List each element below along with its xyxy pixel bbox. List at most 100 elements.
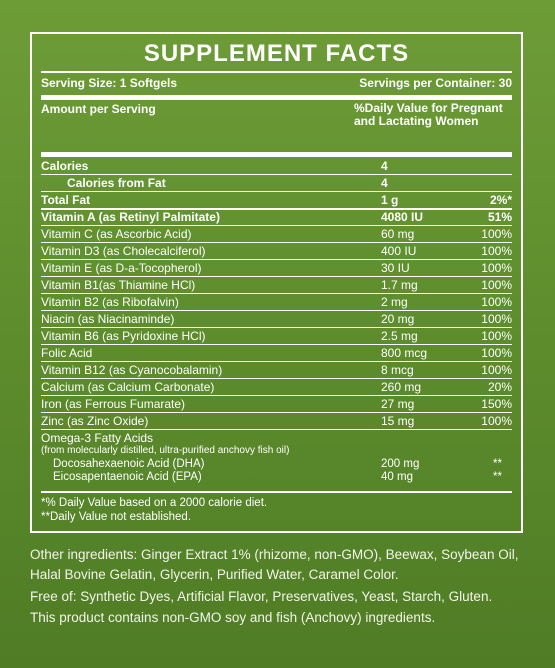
nutrient-amount: 20 mg: [381, 312, 415, 326]
nutrient-amount: 400 IU: [381, 244, 417, 258]
nutrient-daily-value: 100%: [481, 227, 512, 241]
header-row: Amount per Serving %Daily Value for Preg…: [41, 102, 512, 152]
omega-item-amount: 40 mg: [381, 471, 413, 483]
nutrient-row: Vitamin C (as Ascorbic Acid) 60 mg 100%: [41, 226, 512, 243]
nutrient-amount: 800 mcg: [381, 346, 428, 360]
servings-per-container: Servings per Container: 30: [359, 76, 512, 90]
nutrient-daily-value: 100%: [481, 244, 512, 258]
nutrient-amount: 4080 IU: [381, 210, 424, 224]
omega-item-daily-value: **: [493, 458, 502, 470]
omega-item-name: Eicosapentaenoic Acid (EPA): [53, 471, 202, 483]
nutrient-name: Vitamin B2 (as Ribofalvin): [41, 295, 179, 309]
header-rule: [41, 152, 512, 157]
other-ingredients: Other ingredients: Ginger Extract 1% (rh…: [30, 547, 519, 582]
nutrient-name: Vitamin E (as D-a-Tocopherol): [41, 261, 202, 275]
nutrient-row: Vitamin B12 (as Cyanocobalamin) 8 mcg 100%: [41, 362, 512, 379]
row-divider: [41, 191, 512, 192]
nutrient-daily-value: 100%: [481, 312, 512, 326]
serving-row: Serving Size: 1 Softgels Servings per Co…: [41, 76, 512, 92]
serving-rule: [41, 95, 512, 100]
nutrient-name: Iron (as Ferrous Fumarate): [41, 397, 186, 411]
contains-statement: This product contains non-GMO soy and fi…: [30, 610, 436, 625]
nutrient-row: Folic Acid 800 mcg 100%: [41, 345, 512, 362]
nutrient-row: Vitamin B1(as Thiamine HCl) 1.7 mg 100%: [41, 277, 512, 294]
omega-subtitle: (from molecularly distilled, ultra-purif…: [41, 445, 290, 456]
nutrient-daily-value: 150%: [481, 397, 512, 411]
panel-title: SUPPLEMENT FACTS: [143, 40, 410, 67]
footnotes: *% Daily Value based on a 2000 calorie d…: [41, 496, 512, 524]
nutrient-row: Vitamin D3 (as Cholecalciferol) 400 IU 100…: [41, 243, 512, 260]
omega-title: Omega-3 Fatty Acids: [41, 431, 154, 445]
omega-item-amount: 200 mg: [381, 458, 420, 470]
row-divider: [41, 310, 512, 311]
omega-item-row: Docosahexaenoic Acid (DHA) 200 mg **: [41, 457, 512, 471]
nutrient-daily-value: 100%: [481, 261, 512, 275]
nutrient-amount: 15 mg: [381, 414, 415, 428]
nutrient-amount: 2.5 mg: [381, 329, 418, 343]
total-fat-row: Total Fat 1 g 2%*: [41, 192, 512, 209]
row-divider: [41, 395, 512, 396]
nutrient-daily-value: 100%: [481, 363, 512, 377]
row-divider: [41, 259, 512, 260]
nutrient-name: Niacin (as Niacinaminde): [41, 312, 175, 326]
nutrient-name: Total Fat: [41, 193, 91, 207]
nutrient-daily-value: 100%: [481, 295, 512, 309]
row-divider: [41, 412, 512, 413]
bottom-rule: [41, 491, 512, 493]
nutrient-daily-value: 2%*: [489, 193, 512, 207]
nutrient-name: Vitamin B1(as Thiamine HCl): [41, 278, 196, 292]
nutrient-name: Calories: [41, 159, 89, 173]
nutrient-row: Vitamin E (as D-a-Tocopherol) 30 IU 100%: [41, 260, 512, 277]
dv-header: %Daily Value for Pregnant and Lactating …: [354, 101, 503, 128]
nutrient-row: Zinc (as Zinc Oxide) 15 mg 100%: [41, 413, 512, 430]
row-divider: [41, 174, 512, 175]
footnote-not-established: **Daily Value not established.: [41, 511, 192, 523]
nutrient-row: Vitamin A (as Retinyl Palmitate) 4080 IU 5…: [41, 209, 512, 226]
amount-header: Amount per Serving: [41, 102, 156, 116]
nutrient-amount: 1 g: [381, 193, 399, 207]
nutrient-row: Calcium (as Calcium Carbonate) 260 mg 20%: [41, 379, 512, 396]
nutrient-name: Folic Acid: [41, 346, 93, 360]
nutrient-amount: 4: [381, 176, 388, 190]
row-divider: [41, 378, 512, 379]
nutrient-amount: 30 IU: [381, 261, 410, 275]
calories-from-fat-row: Calories from Fat 4: [41, 175, 512, 192]
nutrient-row: Vitamin B6 (as Pyridoxine HCl) 2.5 mg 100%: [41, 328, 512, 345]
free-of: Free of: Synthetic Dyes, Artificial Flav…: [30, 589, 493, 604]
nutrient-name: Vitamin B6 (as Pyridoxine HCl): [41, 329, 206, 343]
row-divider: [41, 242, 512, 243]
nutrient-amount: 1.7 mg: [381, 278, 418, 292]
nutrient-name: Calories from Fat: [67, 176, 166, 190]
row-divider: [41, 344, 512, 345]
row-divider: [41, 225, 512, 226]
nutrient-name: Vitamin D3 (as Cholecalciferol): [41, 244, 206, 258]
row-divider: [41, 276, 512, 277]
row-divider: [41, 327, 512, 328]
nutrient-name: Vitamin B12 (as Cyanocobalamin): [41, 363, 223, 377]
nutrient-daily-value: 100%: [481, 346, 512, 360]
nutrient-daily-value: 100%: [481, 278, 512, 292]
nutrient-daily-value: 100%: [481, 329, 512, 343]
nutrient-daily-value: 20%: [487, 380, 512, 394]
omega-item-daily-value: **: [493, 471, 502, 483]
supplement-facts-panel: SUPPLEMENT FACTS Serving Size: 1 Softgel…: [30, 32, 523, 533]
omega-item-row: Eicosapentaenoic Acid (EPA) 40 mg **: [41, 470, 512, 484]
title-rule: [41, 71, 512, 73]
nutrient-row: Iron (as Ferrous Fumarate) 27 mg 150%: [41, 396, 512, 413]
nutrient-amount: 8 mcg: [381, 363, 414, 377]
row-divider: [41, 208, 512, 210]
nutrient-name: Vitamin C (as Ascorbic Acid): [41, 227, 192, 241]
nutrient-name: Vitamin A (as Retinyl Palmitate): [41, 210, 220, 224]
nutrient-row: Niacin (as Niacinaminde) 20 mg 100%: [41, 311, 512, 328]
nutrient-name: Zinc (as Zinc Oxide): [41, 414, 149, 428]
omega-item-name: Docosahexaenoic Acid (DHA): [53, 458, 205, 470]
calories-row: Calories 4: [41, 158, 512, 175]
footnote-dv: *% Daily Value based on a 2000 calorie d…: [41, 497, 268, 509]
row-divider: [41, 293, 512, 294]
row-divider: [41, 361, 512, 362]
row-divider: [41, 429, 512, 430]
nutrient-name: Calcium (as Calcium Carbonate): [41, 380, 215, 394]
nutrient-amount: 2 mg: [381, 295, 408, 309]
nutrient-daily-value: 51%: [487, 210, 512, 224]
nutrient-amount: 260 mg: [381, 380, 422, 394]
